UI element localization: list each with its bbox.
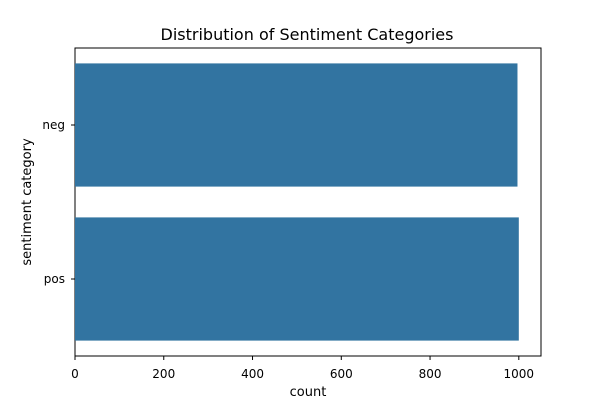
- y-tick-label: neg: [42, 118, 65, 132]
- bar-pos: [75, 217, 519, 341]
- x-tick-label: 600: [330, 367, 353, 381]
- x-axis-label: count: [290, 385, 327, 400]
- x-tick-label: 0: [71, 367, 79, 381]
- x-tick-label: 800: [419, 367, 442, 381]
- bar-neg: [75, 63, 518, 187]
- chart-title: Distribution of Sentiment Categories: [161, 25, 454, 44]
- x-axis: 0 200 400 600 800 1000: [71, 356, 534, 381]
- y-axis: neg pos: [42, 118, 75, 286]
- y-axis-label: sentiment category: [20, 138, 35, 266]
- bars-group: [75, 63, 519, 341]
- y-tick-label: pos: [44, 272, 65, 286]
- x-tick-label: 200: [152, 367, 175, 381]
- x-tick-label: 1000: [504, 367, 535, 381]
- plot-frame: [74, 47, 542, 357]
- plot-area: 0 200 400 600 800 1000 neg pos: [42, 47, 542, 381]
- x-tick-label: 400: [241, 367, 264, 381]
